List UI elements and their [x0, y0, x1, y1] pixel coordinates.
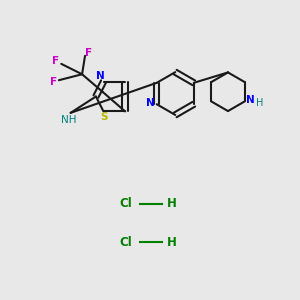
Text: H: H	[167, 197, 177, 210]
Text: H: H	[167, 236, 177, 249]
Text: Cl: Cl	[120, 197, 133, 210]
Text: N: N	[246, 95, 254, 105]
Text: S: S	[100, 112, 107, 122]
Text: F: F	[50, 77, 57, 87]
Text: F: F	[85, 48, 92, 58]
Text: N: N	[146, 98, 154, 108]
Text: Cl: Cl	[120, 236, 133, 249]
Text: N: N	[96, 71, 104, 81]
Text: F: F	[52, 56, 59, 67]
Text: NH: NH	[61, 115, 77, 125]
Text: H: H	[256, 98, 263, 108]
